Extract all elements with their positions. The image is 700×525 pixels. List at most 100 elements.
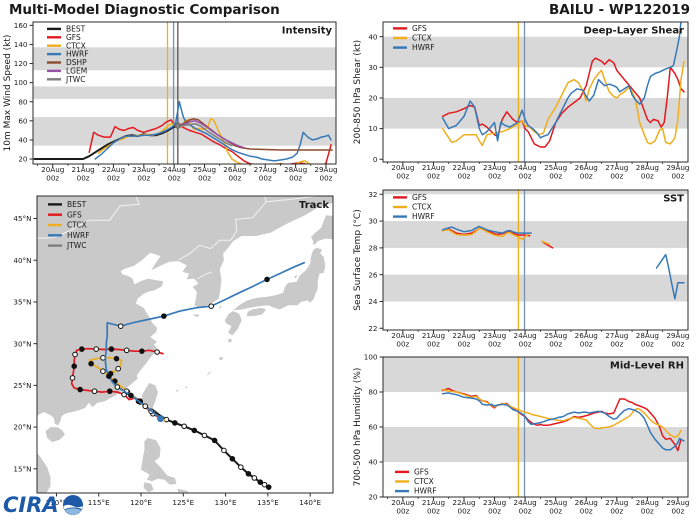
track-marker-00z <box>245 471 252 477</box>
track-marker-00z <box>229 455 236 462</box>
track-marker-00z <box>79 346 85 352</box>
series-line-hwrf <box>441 225 532 234</box>
svg-text:00z: 00z <box>488 340 501 349</box>
svg-text:25Aug: 25Aug <box>544 163 567 172</box>
svg-text:Intensity: Intensity <box>282 26 333 37</box>
svg-text:JTWC: JTWC <box>65 75 85 84</box>
svg-text:Mid-Level RH: Mid-Level RH <box>610 361 684 372</box>
landmass <box>193 314 200 317</box>
track-marker-12z <box>69 375 76 381</box>
svg-text:00z: 00z <box>228 174 241 183</box>
svg-text:GFS: GFS <box>67 210 82 219</box>
svg-text:DSHP: DSHP <box>66 58 87 67</box>
svg-text:BEST: BEST <box>66 25 86 34</box>
svg-text:115°E: 115°E <box>88 498 110 507</box>
svg-text:00z: 00z <box>610 172 623 181</box>
svg-text:27Aug: 27Aug <box>605 163 628 172</box>
track-marker-00z <box>211 437 218 444</box>
series-line-gfs <box>441 57 685 148</box>
svg-text:30: 30 <box>368 63 378 72</box>
svg-text:00z: 00z <box>580 507 593 516</box>
svg-text:80: 80 <box>368 388 378 397</box>
svg-text:26: 26 <box>368 270 378 279</box>
svg-text:00z: 00z <box>427 340 440 349</box>
svg-text:00z: 00z <box>259 174 272 183</box>
series-line-hwrf <box>441 392 685 451</box>
svg-text:15°N: 15°N <box>13 464 31 473</box>
panel-intensity: 2040608010012014016020Aug00z21Aug00z22Au… <box>3 21 338 183</box>
svg-text:LGEM: LGEM <box>66 67 87 76</box>
svg-text:20°N: 20°N <box>13 423 31 432</box>
svg-text:24Aug: 24Aug <box>163 165 186 174</box>
svg-text:29Aug: 29Aug <box>666 163 689 172</box>
svg-text:GFS: GFS <box>412 193 427 202</box>
svg-text:00z: 00z <box>427 507 440 516</box>
track-marker-12z <box>93 346 99 352</box>
svg-text:10: 10 <box>368 124 378 133</box>
track-marker-12z <box>201 432 208 439</box>
svg-text:00z: 00z <box>671 172 684 181</box>
svg-text:60: 60 <box>368 423 378 432</box>
svg-text:20: 20 <box>368 493 378 502</box>
track-marker-00z <box>106 388 113 395</box>
svg-text:135°E: 135°E <box>257 498 279 507</box>
landmass <box>37 452 51 493</box>
svg-text:28Aug: 28Aug <box>636 331 659 340</box>
svg-text:22Aug: 22Aug <box>102 165 125 174</box>
panel-sst: 22242628303220Aug00z21Aug00z22Aug00z23Au… <box>353 189 690 349</box>
svg-text:00z: 00z <box>107 174 120 183</box>
track-marker-12z <box>238 464 244 470</box>
landmass <box>206 370 212 377</box>
svg-text:125°E: 125°E <box>172 498 194 507</box>
svg-text:GFS: GFS <box>412 24 427 33</box>
svg-text:GFS: GFS <box>66 33 81 42</box>
svg-text:120: 120 <box>14 59 28 68</box>
category-band <box>33 86 336 99</box>
svg-text:21Aug: 21Aug <box>72 165 95 174</box>
svg-text:22Aug: 22Aug <box>452 498 475 507</box>
svg-text:29Aug: 29Aug <box>666 331 689 340</box>
storm-position-dot <box>157 415 164 423</box>
svg-text:00z: 00z <box>580 172 593 181</box>
svg-text:28Aug: 28Aug <box>636 498 659 507</box>
svg-text:00z: 00z <box>580 340 593 349</box>
svg-text:00z: 00z <box>77 174 90 183</box>
svg-text:00z: 00z <box>549 340 562 349</box>
svg-text:00z: 00z <box>137 174 150 183</box>
svg-text:35°N: 35°N <box>13 298 31 307</box>
svg-text:CTCX: CTCX <box>67 221 87 230</box>
landmass <box>185 386 188 389</box>
country-border <box>197 271 213 280</box>
svg-text:00z: 00z <box>488 507 501 516</box>
svg-text:80: 80 <box>18 97 28 106</box>
landmass <box>143 482 154 493</box>
svg-text:120°E: 120°E <box>130 498 152 507</box>
svg-text:BEST: BEST <box>67 200 87 209</box>
svg-text:26Aug: 26Aug <box>223 165 246 174</box>
svg-text:23Aug: 23Aug <box>483 331 506 340</box>
cira-globe-icon <box>62 495 83 515</box>
track-marker-00z <box>128 392 134 399</box>
svg-text:00z: 00z <box>396 507 409 516</box>
svg-text:110°E: 110°E <box>46 498 68 507</box>
svg-text:00z: 00z <box>610 507 623 516</box>
landmass <box>224 311 242 336</box>
category-band <box>383 357 688 392</box>
svg-text:140°E: 140°E <box>299 498 321 507</box>
svg-text:21Aug: 21Aug <box>422 331 445 340</box>
track-marker-12z <box>251 475 258 481</box>
svg-text:HWRF: HWRF <box>67 231 90 240</box>
svg-text:00z: 00z <box>519 172 532 181</box>
svg-text:100: 100 <box>14 78 28 87</box>
track-marker-12z <box>114 384 121 390</box>
cira-logo: CIRA <box>3 493 85 517</box>
svg-text:28: 28 <box>368 243 378 252</box>
svg-text:24: 24 <box>368 297 378 306</box>
track-marker-00z <box>139 348 145 354</box>
svg-text:00z: 00z <box>289 174 302 183</box>
svg-text:00z: 00z <box>320 174 333 183</box>
svg-text:00z: 00z <box>519 340 532 349</box>
